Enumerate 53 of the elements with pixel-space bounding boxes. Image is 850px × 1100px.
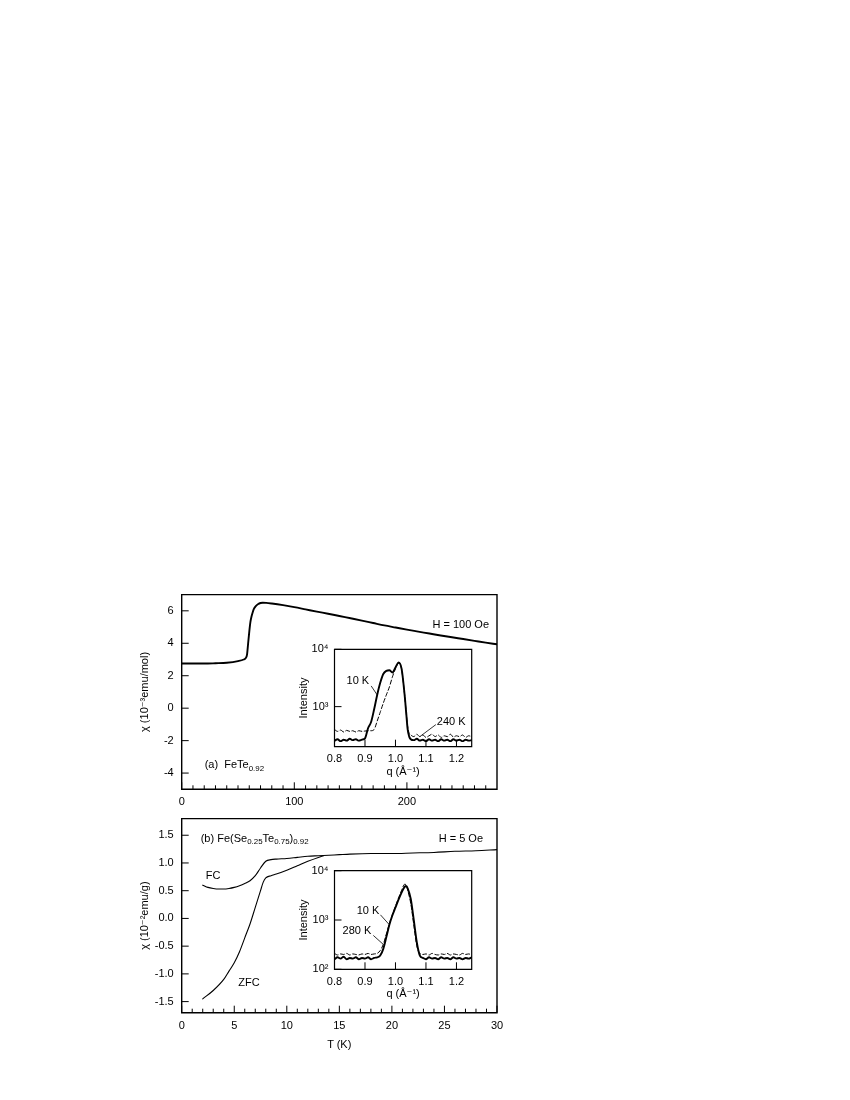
x-tick-label: 0 [178, 794, 185, 807]
x-tick-label: 10 [280, 1019, 293, 1032]
x-tick-label: 0.8 [326, 974, 343, 987]
x-tick-label: 1.1 [418, 752, 434, 765]
series-label: 280 K [342, 924, 372, 937]
y-tick-label: 10³ [312, 699, 329, 712]
x-tick-label: 0.8 [326, 752, 343, 765]
y-axis-title: Intensity [296, 677, 309, 719]
y-tick-label: 0 [167, 701, 174, 714]
y-tick-label: -4 [163, 766, 174, 779]
x-tick-label: 0 [178, 1019, 185, 1032]
y-axis-title: χ (10⁻²emu/g) [137, 881, 150, 950]
x-tick-label: 20 [385, 1019, 399, 1032]
annotation: H = 100 Oe [432, 617, 490, 630]
y-axis-title: Intensity [296, 899, 309, 941]
x-tick-label: 1.2 [448, 974, 465, 987]
y-tick-label: -1.0 [154, 966, 174, 979]
x-tick-label: 100 [285, 794, 304, 807]
y-tick-label: -2 [163, 733, 174, 746]
x-tick-label: 15 [333, 1019, 346, 1032]
x-axis-title: q (Å⁻¹) [386, 764, 420, 777]
y-tick-label: 6 [167, 603, 174, 616]
y-tick-label: 1.5 [158, 828, 174, 841]
x-tick-label: 30 [490, 1019, 504, 1032]
x-tick-label: 1.0 [387, 752, 404, 765]
y-tick-label: 10⁴ [311, 642, 329, 655]
x-axis-title: q (Å⁻¹) [386, 987, 420, 1000]
x-tick-label: 1.0 [387, 974, 404, 987]
y-tick-label: 4 [167, 636, 174, 649]
y-tick-label: 0.5 [158, 883, 174, 896]
y-axis-title: χ (10⁻³emu/mol) [137, 651, 150, 732]
x-tick-label: 200 [397, 794, 417, 807]
x-tick-label: 25 [438, 1019, 451, 1032]
series-label: 240 K [436, 714, 467, 727]
x-axis-title: T (K) [327, 1037, 352, 1050]
x-tick-label: 5 [231, 1019, 238, 1032]
y-tick-label: 10⁴ [311, 863, 329, 876]
series-label: 10 K [346, 673, 370, 686]
x-tick-label: 0.9 [357, 752, 373, 765]
series-label: 10 K [356, 903, 381, 916]
annotation: H = 5 Oe [438, 831, 483, 844]
x-tick-label: 1.1 [418, 974, 434, 987]
series-label: ZFC [238, 975, 260, 988]
y-tick-label: -0.5 [154, 939, 174, 952]
x-tick-label: 1.2 [448, 752, 465, 765]
y-tick-label: 10² [312, 962, 329, 975]
y-tick-label: 0.0 [158, 911, 174, 924]
x-tick-label: 0.9 [357, 974, 373, 987]
series-label: FC [205, 869, 221, 882]
y-tick-label: 2 [167, 668, 174, 681]
y-tick-label: 1.0 [158, 856, 174, 868]
y-tick-label: -1.5 [154, 994, 174, 1007]
y-tick-label: 10³ [312, 913, 329, 926]
